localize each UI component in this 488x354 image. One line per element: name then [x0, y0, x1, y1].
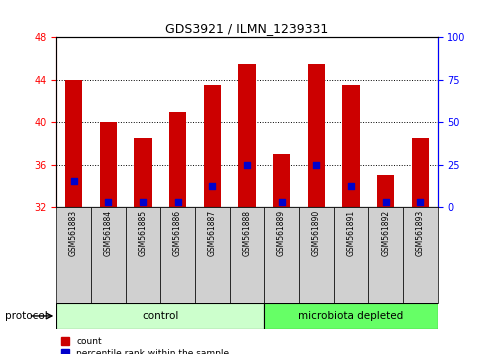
Text: GSM561884: GSM561884 [103, 210, 113, 256]
FancyBboxPatch shape [229, 207, 264, 303]
Point [346, 183, 354, 189]
Point [173, 199, 181, 205]
Legend: count, percentile rank within the sample: count, percentile rank within the sample [61, 337, 229, 354]
Text: GSM561888: GSM561888 [242, 210, 251, 256]
Point [312, 162, 320, 167]
Point [416, 199, 424, 205]
Bar [168, 112, 186, 207]
Text: GSM561890: GSM561890 [311, 210, 320, 256]
Text: GSM561891: GSM561891 [346, 210, 355, 256]
Text: GSM561893: GSM561893 [415, 210, 424, 256]
Text: GSM561886: GSM561886 [173, 210, 182, 256]
FancyBboxPatch shape [402, 207, 437, 303]
Bar [342, 85, 359, 207]
Bar [376, 175, 393, 207]
Text: GSM561887: GSM561887 [207, 210, 216, 256]
Bar [65, 80, 82, 207]
FancyBboxPatch shape [264, 303, 437, 329]
FancyBboxPatch shape [91, 207, 125, 303]
FancyBboxPatch shape [298, 207, 333, 303]
Bar [134, 138, 151, 207]
Point [139, 199, 146, 205]
FancyBboxPatch shape [264, 207, 298, 303]
Bar [203, 85, 221, 207]
Point [243, 162, 250, 167]
Text: microbiota depleted: microbiota depleted [298, 311, 403, 321]
FancyBboxPatch shape [56, 303, 264, 329]
Text: GSM561883: GSM561883 [69, 210, 78, 256]
Text: GSM561892: GSM561892 [380, 210, 389, 256]
Point [208, 183, 216, 189]
FancyBboxPatch shape [56, 207, 91, 303]
Text: protocol: protocol [5, 311, 47, 321]
Bar [411, 138, 428, 207]
Point [104, 199, 112, 205]
Text: GSM561889: GSM561889 [277, 210, 285, 256]
Point [277, 199, 285, 205]
Bar [238, 64, 255, 207]
Text: control: control [142, 311, 178, 321]
FancyBboxPatch shape [195, 207, 229, 303]
FancyBboxPatch shape [333, 207, 367, 303]
FancyBboxPatch shape [125, 207, 160, 303]
Bar [307, 64, 325, 207]
Point [381, 199, 389, 205]
Text: GSM561885: GSM561885 [138, 210, 147, 256]
Point [69, 178, 77, 183]
FancyBboxPatch shape [160, 207, 195, 303]
FancyBboxPatch shape [367, 207, 402, 303]
Bar [272, 154, 290, 207]
Title: GDS3921 / ILMN_1239331: GDS3921 / ILMN_1239331 [165, 22, 328, 35]
Bar [100, 122, 117, 207]
